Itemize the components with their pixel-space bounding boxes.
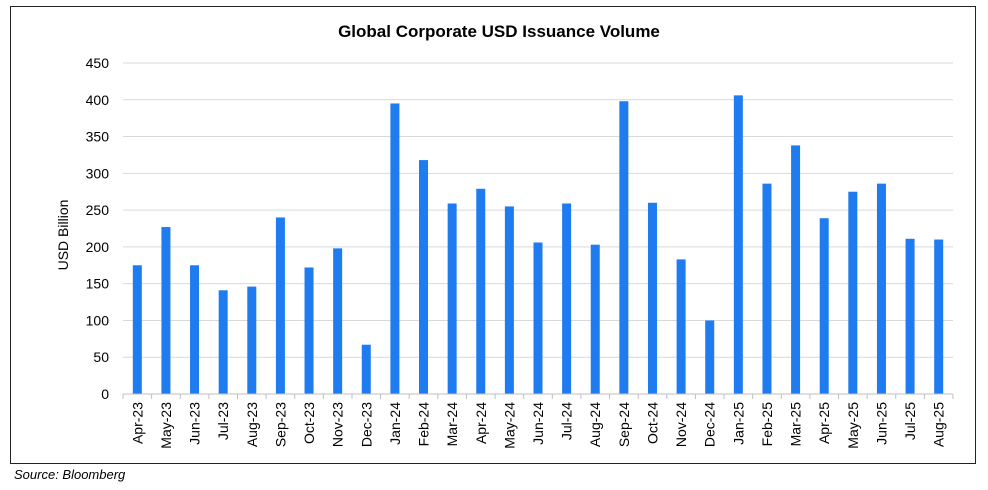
y-tick-label: 100 (86, 312, 110, 328)
x-tick-label: Mar-24 (444, 402, 460, 447)
bar-jun-23 (190, 265, 200, 394)
bar-dec-23 (361, 344, 371, 394)
x-tick-label: May-24 (501, 402, 517, 449)
y-tick-label: 200 (86, 239, 110, 255)
x-tick-label: Jun-25 (873, 402, 889, 445)
bar-aug-24 (590, 244, 600, 394)
x-tick-label: Sep-23 (272, 402, 288, 447)
source-note: Source: Bloomberg (14, 467, 126, 482)
x-tick-label: May-23 (158, 402, 174, 449)
bar-jul-23 (218, 290, 228, 394)
bar-sep-23 (275, 217, 285, 394)
y-tick-label: 400 (86, 92, 110, 108)
bar-apr-24 (476, 188, 486, 394)
y-tick-label: 50 (93, 349, 109, 365)
y-tick-label: 450 (86, 55, 110, 71)
bar-apr-25 (819, 218, 829, 394)
x-tick-label: Feb-25 (759, 402, 775, 447)
y-tick-labels: 0 50 100 150 200 250 300 350 400 450 (86, 55, 110, 402)
bar-nov-24 (676, 259, 686, 394)
x-tick-label: Aug-23 (244, 402, 260, 447)
y-tick-label: 250 (86, 202, 110, 218)
bar-jan-24 (390, 103, 400, 394)
bar-jun-24 (533, 242, 543, 394)
x-tick-label: Dec-23 (358, 402, 374, 447)
x-tick-label: Jan-25 (730, 402, 746, 445)
x-tick-label: Apr-24 (473, 402, 489, 444)
bar-jul-24 (562, 203, 572, 394)
bar-sep-24 (619, 101, 629, 394)
x-tick-label: Jul-24 (559, 402, 575, 440)
bar-mar-24 (447, 203, 457, 394)
x-tick-label: Apr-25 (816, 402, 832, 444)
x-tick-label: Oct-23 (301, 402, 317, 444)
x-tick-label: Aug-25 (931, 402, 947, 447)
x-tick-label: Mar-25 (788, 402, 804, 447)
x-tick-label: Sep-24 (616, 402, 632, 447)
x-tick-label: Aug-24 (587, 402, 603, 447)
bar-feb-24 (419, 160, 429, 394)
x-tick-label: Jun-23 (187, 402, 203, 445)
bar-apr-23 (132, 265, 142, 394)
chart-title: Global Corporate USD Issuance Volume (338, 22, 660, 41)
x-tick-label: Feb-24 (416, 402, 432, 447)
bar-may-25 (848, 191, 858, 394)
bar-dec-24 (705, 320, 715, 394)
bar-may-23 (161, 227, 171, 394)
x-tick-label: Apr-23 (129, 402, 145, 444)
x-tick-label: Jan-24 (387, 402, 403, 445)
bars (132, 95, 944, 394)
bar-aug-25 (934, 239, 944, 394)
bar-mar-25 (791, 145, 801, 394)
bar-jul-25 (905, 238, 915, 394)
chart-frame: Global Corporate USD Issuance Volume USD… (10, 6, 976, 464)
bar-jun-25 (876, 183, 886, 394)
y-tick-label: 150 (86, 276, 110, 292)
x-tick-label: Jul-25 (902, 402, 918, 440)
x-tick-labels: Apr-23 May-23 Jun-23 Jul-23 Aug-23 Sep-23 Oct-… (122, 394, 954, 449)
y-tick-label: 300 (86, 165, 110, 181)
bar-oct-24 (647, 202, 657, 394)
x-tick-label: Jun-24 (530, 402, 546, 445)
x-tick-label: Oct-24 (644, 402, 660, 444)
bar-nov-23 (333, 248, 343, 394)
x-tick-label: Nov-23 (330, 402, 346, 447)
y-tick-label: 350 (86, 129, 110, 145)
bar-oct-23 (304, 267, 314, 394)
x-tick-label: Jul-23 (215, 402, 231, 440)
y-tick-label: 0 (101, 386, 109, 402)
bar-aug-23 (247, 286, 257, 394)
bar-chart: Global Corporate USD Issuance Volume USD… (55, 22, 954, 449)
x-tick-label: May-25 (845, 402, 861, 449)
bar-jan-25 (733, 95, 743, 394)
gridlines (123, 62, 953, 358)
bar-feb-25 (762, 183, 772, 394)
bar-may-24 (504, 206, 514, 394)
x-tick-label: Nov-24 (673, 402, 689, 447)
y-axis-label: USD Billion (55, 200, 71, 271)
x-tick-label: Dec-24 (702, 402, 718, 447)
